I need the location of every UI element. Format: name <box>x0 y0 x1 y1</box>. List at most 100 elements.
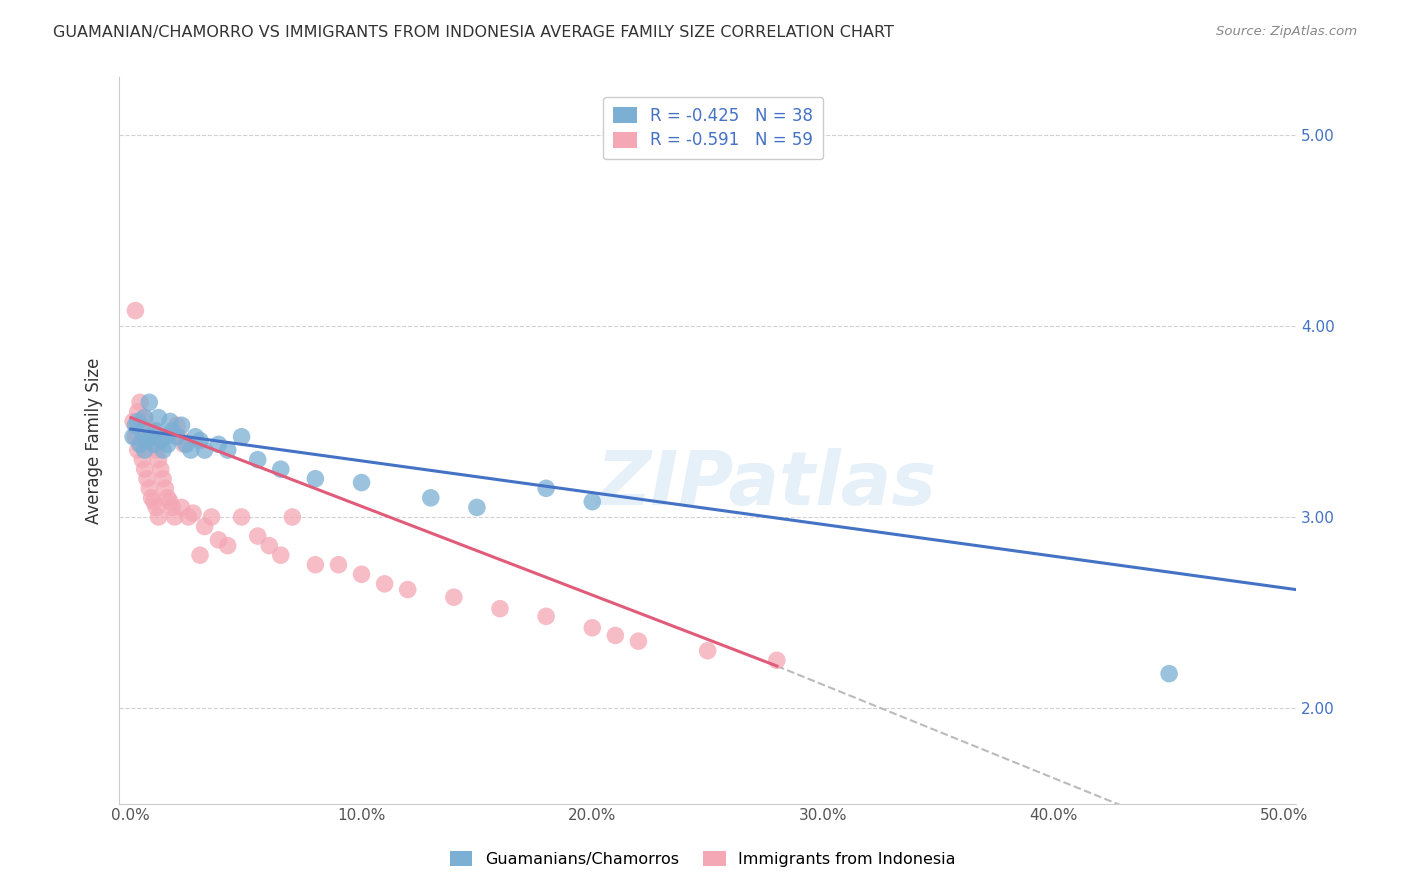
Point <box>270 462 292 476</box>
Point <box>127 443 149 458</box>
Point <box>122 414 145 428</box>
Point <box>145 443 167 458</box>
Point <box>127 405 149 419</box>
Point <box>145 424 167 438</box>
Point <box>148 410 170 425</box>
Point <box>350 567 373 582</box>
Point <box>163 510 186 524</box>
Point <box>159 494 181 508</box>
Point <box>131 418 153 433</box>
Point <box>231 510 253 524</box>
Point <box>534 609 557 624</box>
Text: Source: ZipAtlas.com: Source: ZipAtlas.com <box>1216 25 1357 38</box>
Point <box>134 443 156 458</box>
Point <box>170 418 193 433</box>
Point <box>184 430 207 444</box>
Point <box>174 437 197 451</box>
Point <box>304 472 326 486</box>
Point <box>145 500 167 515</box>
Point <box>129 437 152 451</box>
Point <box>207 437 229 451</box>
Point <box>534 481 557 495</box>
Point <box>1159 666 1181 681</box>
Point <box>166 430 188 444</box>
Legend: R = -0.425   N = 38, R = -0.591   N = 59: R = -0.425 N = 38, R = -0.591 N = 59 <box>603 96 823 160</box>
Point <box>167 430 190 444</box>
Point <box>138 430 160 444</box>
Point <box>246 529 269 543</box>
Y-axis label: Average Family Size: Average Family Size <box>86 358 103 524</box>
Point <box>136 434 159 448</box>
Text: ZIPatlas: ZIPatlas <box>596 448 936 521</box>
Point <box>350 475 373 490</box>
Point <box>124 303 146 318</box>
Point <box>127 414 149 428</box>
Point <box>188 434 211 448</box>
Point <box>188 548 211 562</box>
Point <box>217 539 239 553</box>
Point <box>148 452 170 467</box>
Point <box>134 410 156 425</box>
Point <box>605 628 627 642</box>
Point <box>207 533 229 547</box>
Point <box>124 430 146 444</box>
Point <box>194 519 217 533</box>
Point <box>124 418 146 433</box>
Point <box>162 424 184 438</box>
Point <box>177 510 200 524</box>
Point <box>129 437 152 451</box>
Point <box>581 621 603 635</box>
Point <box>374 577 396 591</box>
Point <box>131 424 153 438</box>
Point <box>159 414 181 428</box>
Point <box>181 506 204 520</box>
Point <box>246 452 269 467</box>
Point <box>581 494 603 508</box>
Point <box>173 437 195 451</box>
Point <box>141 491 163 505</box>
Point <box>155 430 177 444</box>
Point <box>156 491 179 505</box>
Point <box>465 500 488 515</box>
Point <box>443 591 465 605</box>
Point <box>162 500 184 515</box>
Point <box>489 601 512 615</box>
Point <box>328 558 350 572</box>
Point <box>134 410 156 425</box>
Point <box>259 539 281 553</box>
Point <box>142 424 165 438</box>
Point <box>142 494 165 508</box>
Point <box>156 437 179 451</box>
Point <box>138 481 160 495</box>
Point <box>149 462 172 476</box>
Point <box>152 472 174 486</box>
Point <box>122 430 145 444</box>
Point <box>141 430 163 444</box>
Point <box>166 418 188 433</box>
Point <box>142 437 165 451</box>
Point <box>149 434 172 448</box>
Point <box>627 634 650 648</box>
Point <box>217 443 239 458</box>
Point <box>696 644 718 658</box>
Point <box>138 395 160 409</box>
Point <box>131 452 153 467</box>
Point <box>170 500 193 515</box>
Point <box>304 558 326 572</box>
Point <box>152 443 174 458</box>
Point <box>200 510 222 524</box>
Point <box>141 437 163 451</box>
Point <box>155 481 177 495</box>
Point <box>180 443 202 458</box>
Point <box>194 443 217 458</box>
Point <box>136 424 159 438</box>
Legend: Guamanians/Chamorros, Immigrants from Indonesia: Guamanians/Chamorros, Immigrants from In… <box>444 845 962 873</box>
Point <box>148 510 170 524</box>
Point <box>281 510 304 524</box>
Point <box>231 430 253 444</box>
Point <box>419 491 441 505</box>
Point <box>129 395 152 409</box>
Point <box>270 548 292 562</box>
Point <box>766 653 789 667</box>
Point <box>136 472 159 486</box>
